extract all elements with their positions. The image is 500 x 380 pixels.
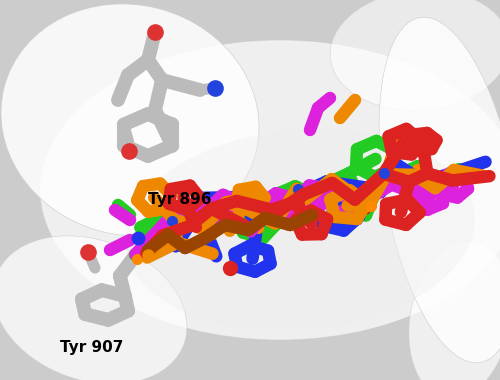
Ellipse shape xyxy=(1,4,259,236)
Ellipse shape xyxy=(330,0,500,110)
Ellipse shape xyxy=(40,40,500,340)
Ellipse shape xyxy=(379,17,500,363)
Ellipse shape xyxy=(126,129,474,331)
Text: Tyr 896: Tyr 896 xyxy=(148,192,212,207)
Text: Tyr 907: Tyr 907 xyxy=(60,340,124,355)
Ellipse shape xyxy=(0,236,187,380)
Ellipse shape xyxy=(409,241,500,380)
